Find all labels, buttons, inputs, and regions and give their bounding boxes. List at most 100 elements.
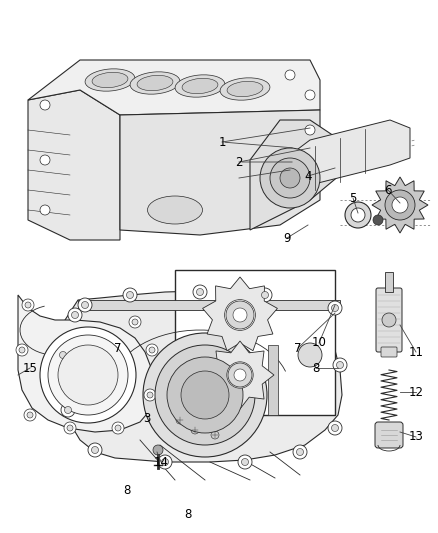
Circle shape (132, 319, 138, 325)
Circle shape (71, 311, 78, 319)
Circle shape (147, 392, 153, 398)
Circle shape (332, 304, 339, 311)
Circle shape (56, 348, 70, 362)
Circle shape (197, 288, 204, 295)
Circle shape (25, 302, 31, 308)
Circle shape (81, 302, 88, 309)
Text: 2: 2 (235, 156, 243, 168)
Circle shape (226, 301, 254, 329)
Circle shape (48, 335, 128, 415)
Polygon shape (78, 300, 340, 310)
Ellipse shape (182, 78, 218, 94)
Text: 14: 14 (153, 456, 169, 469)
Polygon shape (120, 110, 320, 235)
Circle shape (144, 389, 156, 401)
Text: 7: 7 (114, 342, 122, 354)
Circle shape (270, 158, 310, 198)
Circle shape (143, 333, 267, 457)
Circle shape (328, 421, 342, 435)
Ellipse shape (130, 72, 180, 94)
Circle shape (191, 426, 199, 434)
Text: 8: 8 (124, 483, 131, 497)
Text: 10: 10 (311, 336, 326, 350)
Circle shape (211, 431, 219, 439)
Circle shape (112, 422, 124, 434)
Circle shape (333, 358, 347, 372)
Circle shape (260, 148, 320, 208)
Circle shape (332, 424, 339, 432)
Circle shape (153, 445, 163, 455)
Circle shape (297, 448, 304, 456)
Ellipse shape (220, 78, 270, 100)
Circle shape (123, 288, 137, 302)
Circle shape (129, 316, 141, 328)
Circle shape (27, 412, 33, 418)
Circle shape (225, 300, 255, 330)
Circle shape (373, 215, 383, 225)
Circle shape (158, 455, 172, 469)
Circle shape (60, 351, 67, 359)
Circle shape (88, 443, 102, 457)
Circle shape (68, 308, 82, 322)
Circle shape (162, 458, 169, 465)
Polygon shape (60, 291, 342, 462)
Text: 6: 6 (384, 183, 392, 197)
Text: 1: 1 (218, 135, 226, 149)
Text: 7: 7 (294, 342, 302, 354)
Circle shape (233, 308, 247, 322)
Circle shape (82, 357, 118, 393)
Ellipse shape (137, 75, 173, 91)
Text: 8: 8 (184, 508, 192, 521)
Circle shape (92, 447, 99, 454)
Circle shape (58, 345, 118, 405)
Ellipse shape (85, 69, 135, 91)
Text: 15: 15 (23, 361, 37, 375)
Circle shape (328, 301, 342, 315)
Ellipse shape (92, 72, 128, 87)
Circle shape (127, 292, 134, 298)
Polygon shape (372, 177, 428, 233)
Circle shape (261, 292, 268, 298)
FancyBboxPatch shape (376, 288, 402, 352)
Circle shape (67, 425, 73, 431)
Circle shape (193, 285, 207, 299)
Circle shape (146, 344, 158, 356)
Ellipse shape (175, 75, 225, 97)
Polygon shape (206, 341, 274, 409)
Circle shape (167, 357, 243, 433)
Circle shape (258, 288, 272, 302)
Text: 9: 9 (283, 231, 291, 245)
Circle shape (78, 298, 92, 312)
Circle shape (305, 90, 315, 100)
Circle shape (227, 362, 253, 388)
FancyBboxPatch shape (381, 347, 397, 357)
Text: 12: 12 (409, 385, 424, 399)
Ellipse shape (227, 82, 263, 96)
Circle shape (89, 364, 111, 386)
Circle shape (40, 100, 50, 110)
Circle shape (155, 345, 255, 445)
Circle shape (305, 125, 315, 135)
Circle shape (19, 347, 25, 353)
Circle shape (336, 361, 343, 368)
Polygon shape (250, 120, 340, 230)
Circle shape (392, 197, 408, 213)
Polygon shape (28, 60, 320, 115)
Polygon shape (203, 277, 277, 351)
Circle shape (61, 403, 75, 417)
Circle shape (24, 409, 36, 421)
Polygon shape (28, 90, 120, 240)
Circle shape (293, 445, 307, 459)
Circle shape (238, 455, 252, 469)
Circle shape (280, 168, 300, 188)
Circle shape (176, 416, 184, 424)
Circle shape (149, 347, 155, 353)
Circle shape (181, 371, 229, 419)
Circle shape (64, 422, 76, 434)
Circle shape (234, 369, 246, 381)
Polygon shape (268, 345, 278, 415)
Polygon shape (290, 120, 410, 198)
Text: 8: 8 (312, 361, 320, 375)
Circle shape (382, 313, 396, 327)
Text: 3: 3 (143, 411, 151, 424)
